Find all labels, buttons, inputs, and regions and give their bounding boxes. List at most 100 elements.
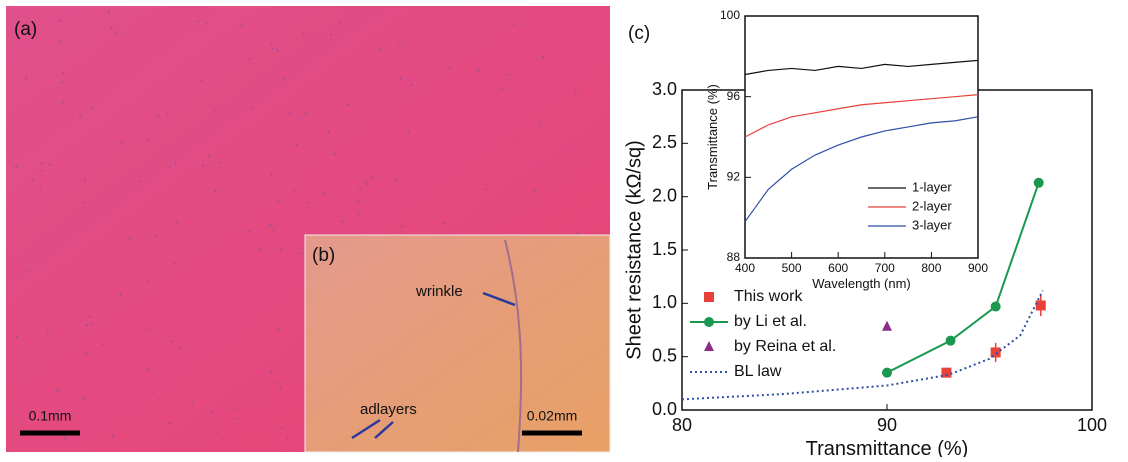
adlayer-dot (215, 431, 217, 433)
adlayer-dot (302, 33, 304, 35)
adlayer-dot (269, 224, 271, 226)
adlayer-dot (574, 151, 576, 153)
adlayer-dot (110, 27, 112, 29)
adlayer-dot (214, 190, 216, 192)
adlayer-dot (293, 189, 295, 191)
adlayer-dot (300, 252, 302, 254)
legend-label: 2-layer (912, 198, 952, 213)
y-axis-title: Transmittance (%) (705, 84, 720, 190)
adlayer-dot (61, 81, 63, 83)
adlayer-dot (477, 70, 479, 72)
adlayer-dot (297, 119, 299, 121)
adlayer-dot (62, 101, 64, 103)
adlayer-dot (234, 407, 236, 409)
adlayer-dot (148, 329, 150, 331)
adlayer-dot (449, 67, 451, 69)
adlayer-dot (129, 238, 131, 240)
y-tick-label: 92 (727, 170, 741, 184)
adlayer-dot (82, 397, 84, 399)
adlayer-dot (47, 330, 49, 332)
adlayer-dot (241, 25, 243, 27)
x-tick-label: 600 (828, 261, 848, 275)
y-tick-label: 0.0 (652, 399, 677, 419)
adlayer-dot (280, 249, 282, 251)
annotation: adlayers (360, 401, 417, 418)
adlayer-dot (577, 232, 579, 234)
legend-label: by Li et al. (734, 313, 807, 330)
adlayer-dot (157, 116, 159, 118)
x-axis-title: Wavelength (nm) (812, 276, 911, 291)
adlayer-dot (396, 179, 398, 181)
adlayer-dot (367, 184, 369, 186)
data-point (882, 321, 892, 331)
adlayer-dot (168, 422, 170, 424)
y-tick-label: 96 (727, 89, 741, 103)
adlayer-dot (280, 386, 282, 388)
x-tick-label: 100 (1077, 415, 1107, 435)
adlayer-dot (364, 181, 366, 183)
adlayer-dot (359, 187, 361, 189)
adlayer-dot (307, 202, 309, 204)
legend-marker (704, 317, 714, 327)
adlayer-dot (322, 192, 324, 194)
y-tick-label: 2.5 (652, 132, 677, 152)
adlayer-dot (79, 116, 81, 118)
panel-label: (c) (628, 23, 650, 44)
adlayer-dot (208, 155, 210, 157)
legend-label: 3-layer (912, 217, 952, 232)
adlayer-dot (399, 44, 401, 46)
adlayer-dot (174, 263, 176, 265)
adlayer-dot (276, 382, 278, 384)
adlayer-dot (146, 281, 148, 283)
y-tick-label: 3.0 (652, 79, 677, 99)
legend-label: 1-layer (912, 179, 952, 194)
adlayer-dot (357, 213, 359, 215)
adlayer-dot (305, 112, 307, 114)
adlayer-dot (277, 200, 279, 202)
y-tick-label: 1.0 (652, 292, 677, 312)
adlayer-dot (513, 23, 515, 25)
legend-label: by Reina et al. (734, 338, 836, 355)
adlayer-dot (86, 324, 88, 326)
adlayer-dot (108, 11, 110, 13)
adlayer-dot (250, 107, 252, 109)
adlayer-dot (32, 178, 34, 180)
adlayer-dot (90, 322, 92, 324)
adlayer-dot (535, 159, 537, 161)
adlayer-dot (407, 79, 409, 81)
adlayer-dot (121, 142, 123, 144)
adlayer-dot (274, 111, 276, 113)
adlayer-dot (25, 77, 27, 79)
adlayer-dot (347, 103, 349, 105)
x-tick-label: 700 (875, 261, 895, 275)
data-point (882, 368, 892, 378)
adlayer-dot (501, 88, 503, 90)
adlayer-dot (400, 77, 402, 79)
adlayer-dot (28, 269, 30, 271)
adlayer-dot (15, 166, 17, 168)
adlayer-dot (119, 294, 121, 296)
adlayer-dot (484, 188, 486, 190)
adlayer-dot (147, 138, 149, 140)
adlayer-dot (248, 230, 250, 232)
adlayer-dot (39, 188, 41, 190)
adlayer-dot (59, 20, 61, 22)
y-tick-label: 0.5 (652, 345, 677, 365)
adlayer-dot (443, 222, 445, 224)
panel-label: (b) (312, 245, 335, 266)
adlayer-dot (534, 190, 536, 192)
adlayer-dot (271, 48, 273, 50)
x-tick-label: 500 (782, 261, 802, 275)
adlayer-dot (154, 235, 156, 237)
adlayer-dot (356, 200, 358, 202)
adlayer-dot (62, 72, 64, 74)
adlayer-dot (284, 78, 286, 80)
adlayer-dot (371, 176, 373, 178)
figure: (a) 0.1mm (b) wrinkle adlayers 0.02mm (c… (0, 0, 1128, 457)
adlayer-dot (210, 411, 212, 413)
adlayer-dot (508, 73, 510, 75)
adlayer-dot (270, 371, 272, 373)
adlayer-dot (200, 79, 202, 81)
scale-bar-label: 0.02mm (527, 408, 578, 424)
adlayer-dot (206, 23, 208, 25)
